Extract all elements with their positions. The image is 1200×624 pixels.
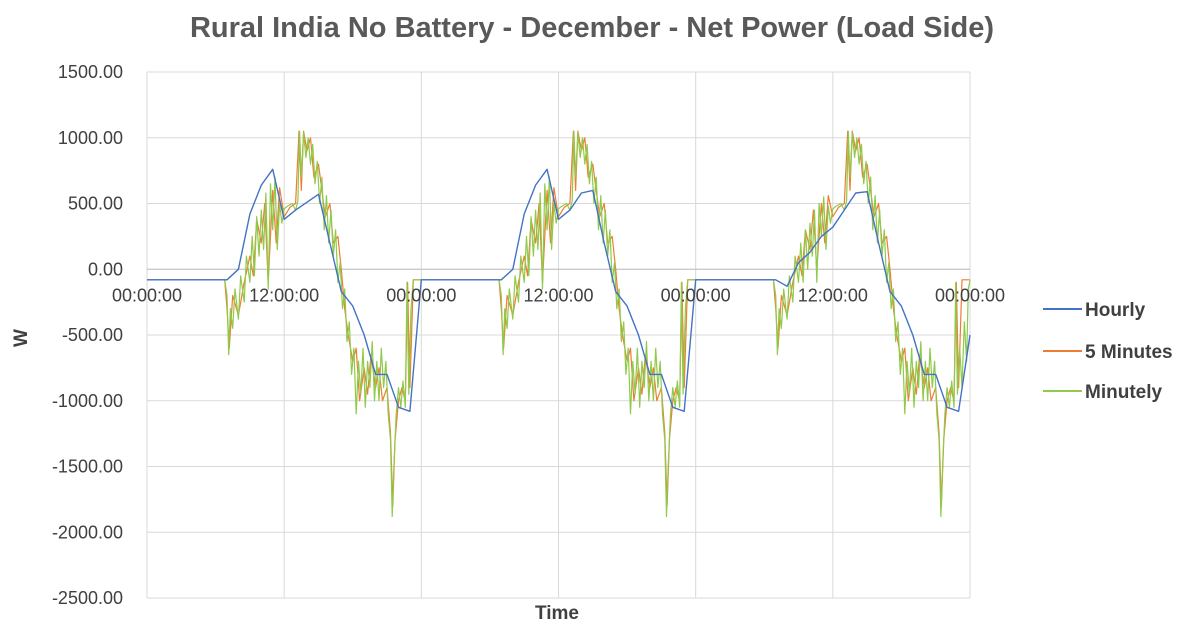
x-tick-label: 00:00:00 [935, 285, 1005, 305]
x-tick-label: 00:00:00 [112, 285, 182, 305]
x-tick-label: 00:00:00 [661, 285, 731, 305]
x-tick-label: 00:00:00 [386, 285, 456, 305]
y-tick-label: -2500.00 [52, 588, 123, 608]
y-tick-label: 0.00 [88, 259, 123, 279]
x-tick-label: 12:00:00 [523, 285, 593, 305]
x-axis-title: Time [535, 603, 579, 624]
gridlines [146, 71, 971, 599]
legend-label: Hourly [1085, 300, 1146, 321]
y-axis-title: W [11, 329, 32, 347]
tick-labels: 1500.00 1000.00 500.00 0.00 -500.00 -1000.00 -… [52, 62, 1005, 608]
series-lines [147, 130, 971, 518]
x-tick-label: 12:00:00 [798, 285, 868, 305]
y-tick-label: -1000.00 [52, 391, 123, 411]
legend-label: 5 Minutes [1085, 342, 1173, 363]
y-tick-label: 1500.00 [58, 62, 123, 82]
y-tick-label: -500.00 [62, 325, 123, 345]
series-line-minutely [147, 130, 971, 518]
y-tick-label: 1000.00 [58, 128, 123, 148]
legend: Hourly 5 Minutes Minutely [1043, 300, 1173, 403]
y-tick-label: -2000.00 [52, 522, 123, 542]
series-line-hourly [147, 168, 971, 412]
y-tick-label: -1500.00 [52, 457, 123, 477]
y-tick-label: 500.00 [68, 194, 123, 214]
x-tick-label: 12:00:00 [249, 285, 319, 305]
legend-label: Minutely [1085, 382, 1162, 403]
chart-title: Rural India No Battery - December - Net … [190, 12, 994, 44]
